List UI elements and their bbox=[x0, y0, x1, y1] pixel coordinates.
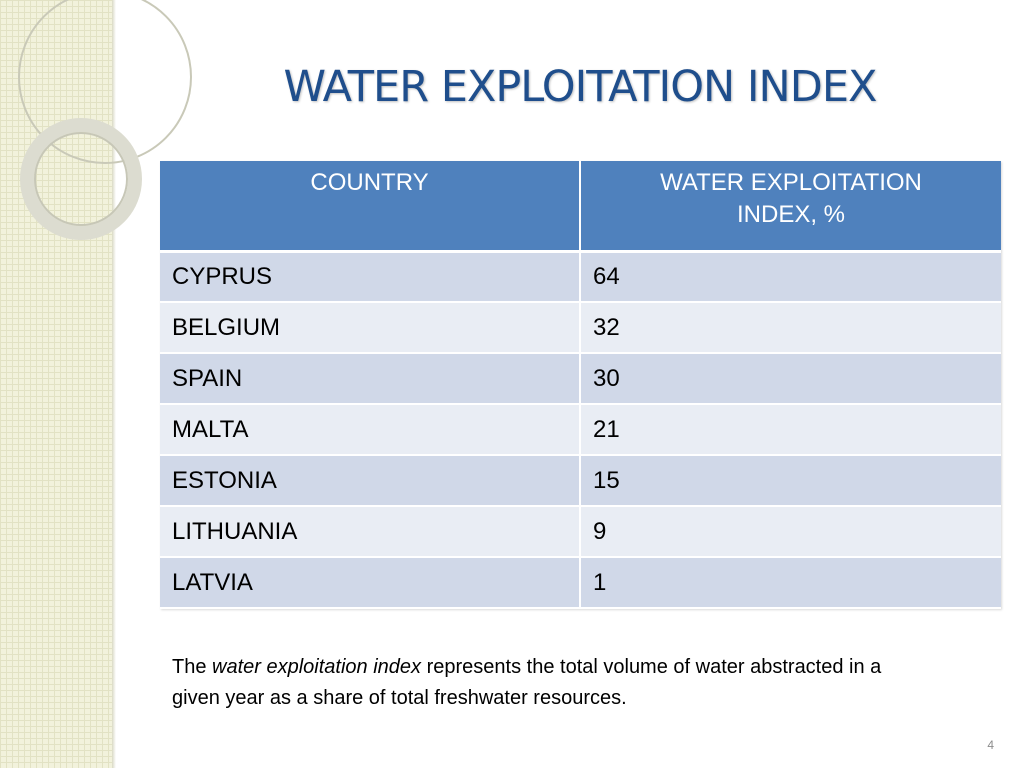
country-cell: CYPRUS bbox=[160, 251, 581, 303]
table-header-row: COUNTRY WATER EXPLOITATION INDEX, % bbox=[160, 161, 1001, 253]
index-value-cell: 21 bbox=[580, 404, 1001, 456]
table-row: ESTONIA 15 bbox=[160, 455, 1001, 507]
index-value-cell: 64 bbox=[580, 251, 1001, 303]
index-value-cell: 30 bbox=[580, 353, 1001, 405]
country-cell: MALTA bbox=[160, 404, 581, 456]
index-value-cell: 32 bbox=[580, 302, 1001, 354]
decorative-ring-inner bbox=[34, 132, 128, 226]
country-cell: ESTONIA bbox=[160, 455, 581, 507]
header-water-index: WATER EXPLOITATION INDEX, % bbox=[580, 161, 1001, 253]
footnote-suffix: represents the total volume of water abs… bbox=[172, 656, 882, 709]
table-row: SPAIN 30 bbox=[160, 353, 1001, 405]
panel-edge bbox=[112, 0, 116, 768]
country-cell: LATVIA bbox=[160, 557, 581, 609]
header-water-index-line1: WATER EXPLOITATION bbox=[660, 169, 922, 196]
table-row: LATVIA 1 bbox=[160, 557, 1001, 609]
table-row: MALTA 21 bbox=[160, 404, 1001, 456]
footnote: The water exploitation index represents … bbox=[172, 652, 892, 714]
index-value-cell: 15 bbox=[580, 455, 1001, 507]
country-cell: BELGIUM bbox=[160, 302, 581, 354]
header-water-index-line2: INDEX, % bbox=[736, 201, 846, 228]
index-value-cell: 1 bbox=[580, 557, 1001, 609]
header-country: COUNTRY bbox=[160, 161, 581, 253]
water-index-table: COUNTRY WATER EXPLOITATION INDEX, % CYPR… bbox=[160, 161, 1001, 609]
table-row: BELGIUM 32 bbox=[160, 302, 1001, 354]
index-value-cell: 9 bbox=[580, 506, 1001, 558]
page-number: 4 bbox=[987, 738, 994, 752]
country-cell: SPAIN bbox=[160, 353, 581, 405]
footnote-prefix: The bbox=[172, 656, 213, 678]
slide-title: WATER EXPLOITATION INDEX bbox=[283, 62, 878, 112]
table-row: CYPRUS 64 bbox=[160, 251, 1001, 303]
table-row: LITHUANIA 9 bbox=[160, 506, 1001, 558]
country-cell: LITHUANIA bbox=[160, 506, 581, 558]
footnote-term: water exploitation index bbox=[212, 656, 422, 678]
